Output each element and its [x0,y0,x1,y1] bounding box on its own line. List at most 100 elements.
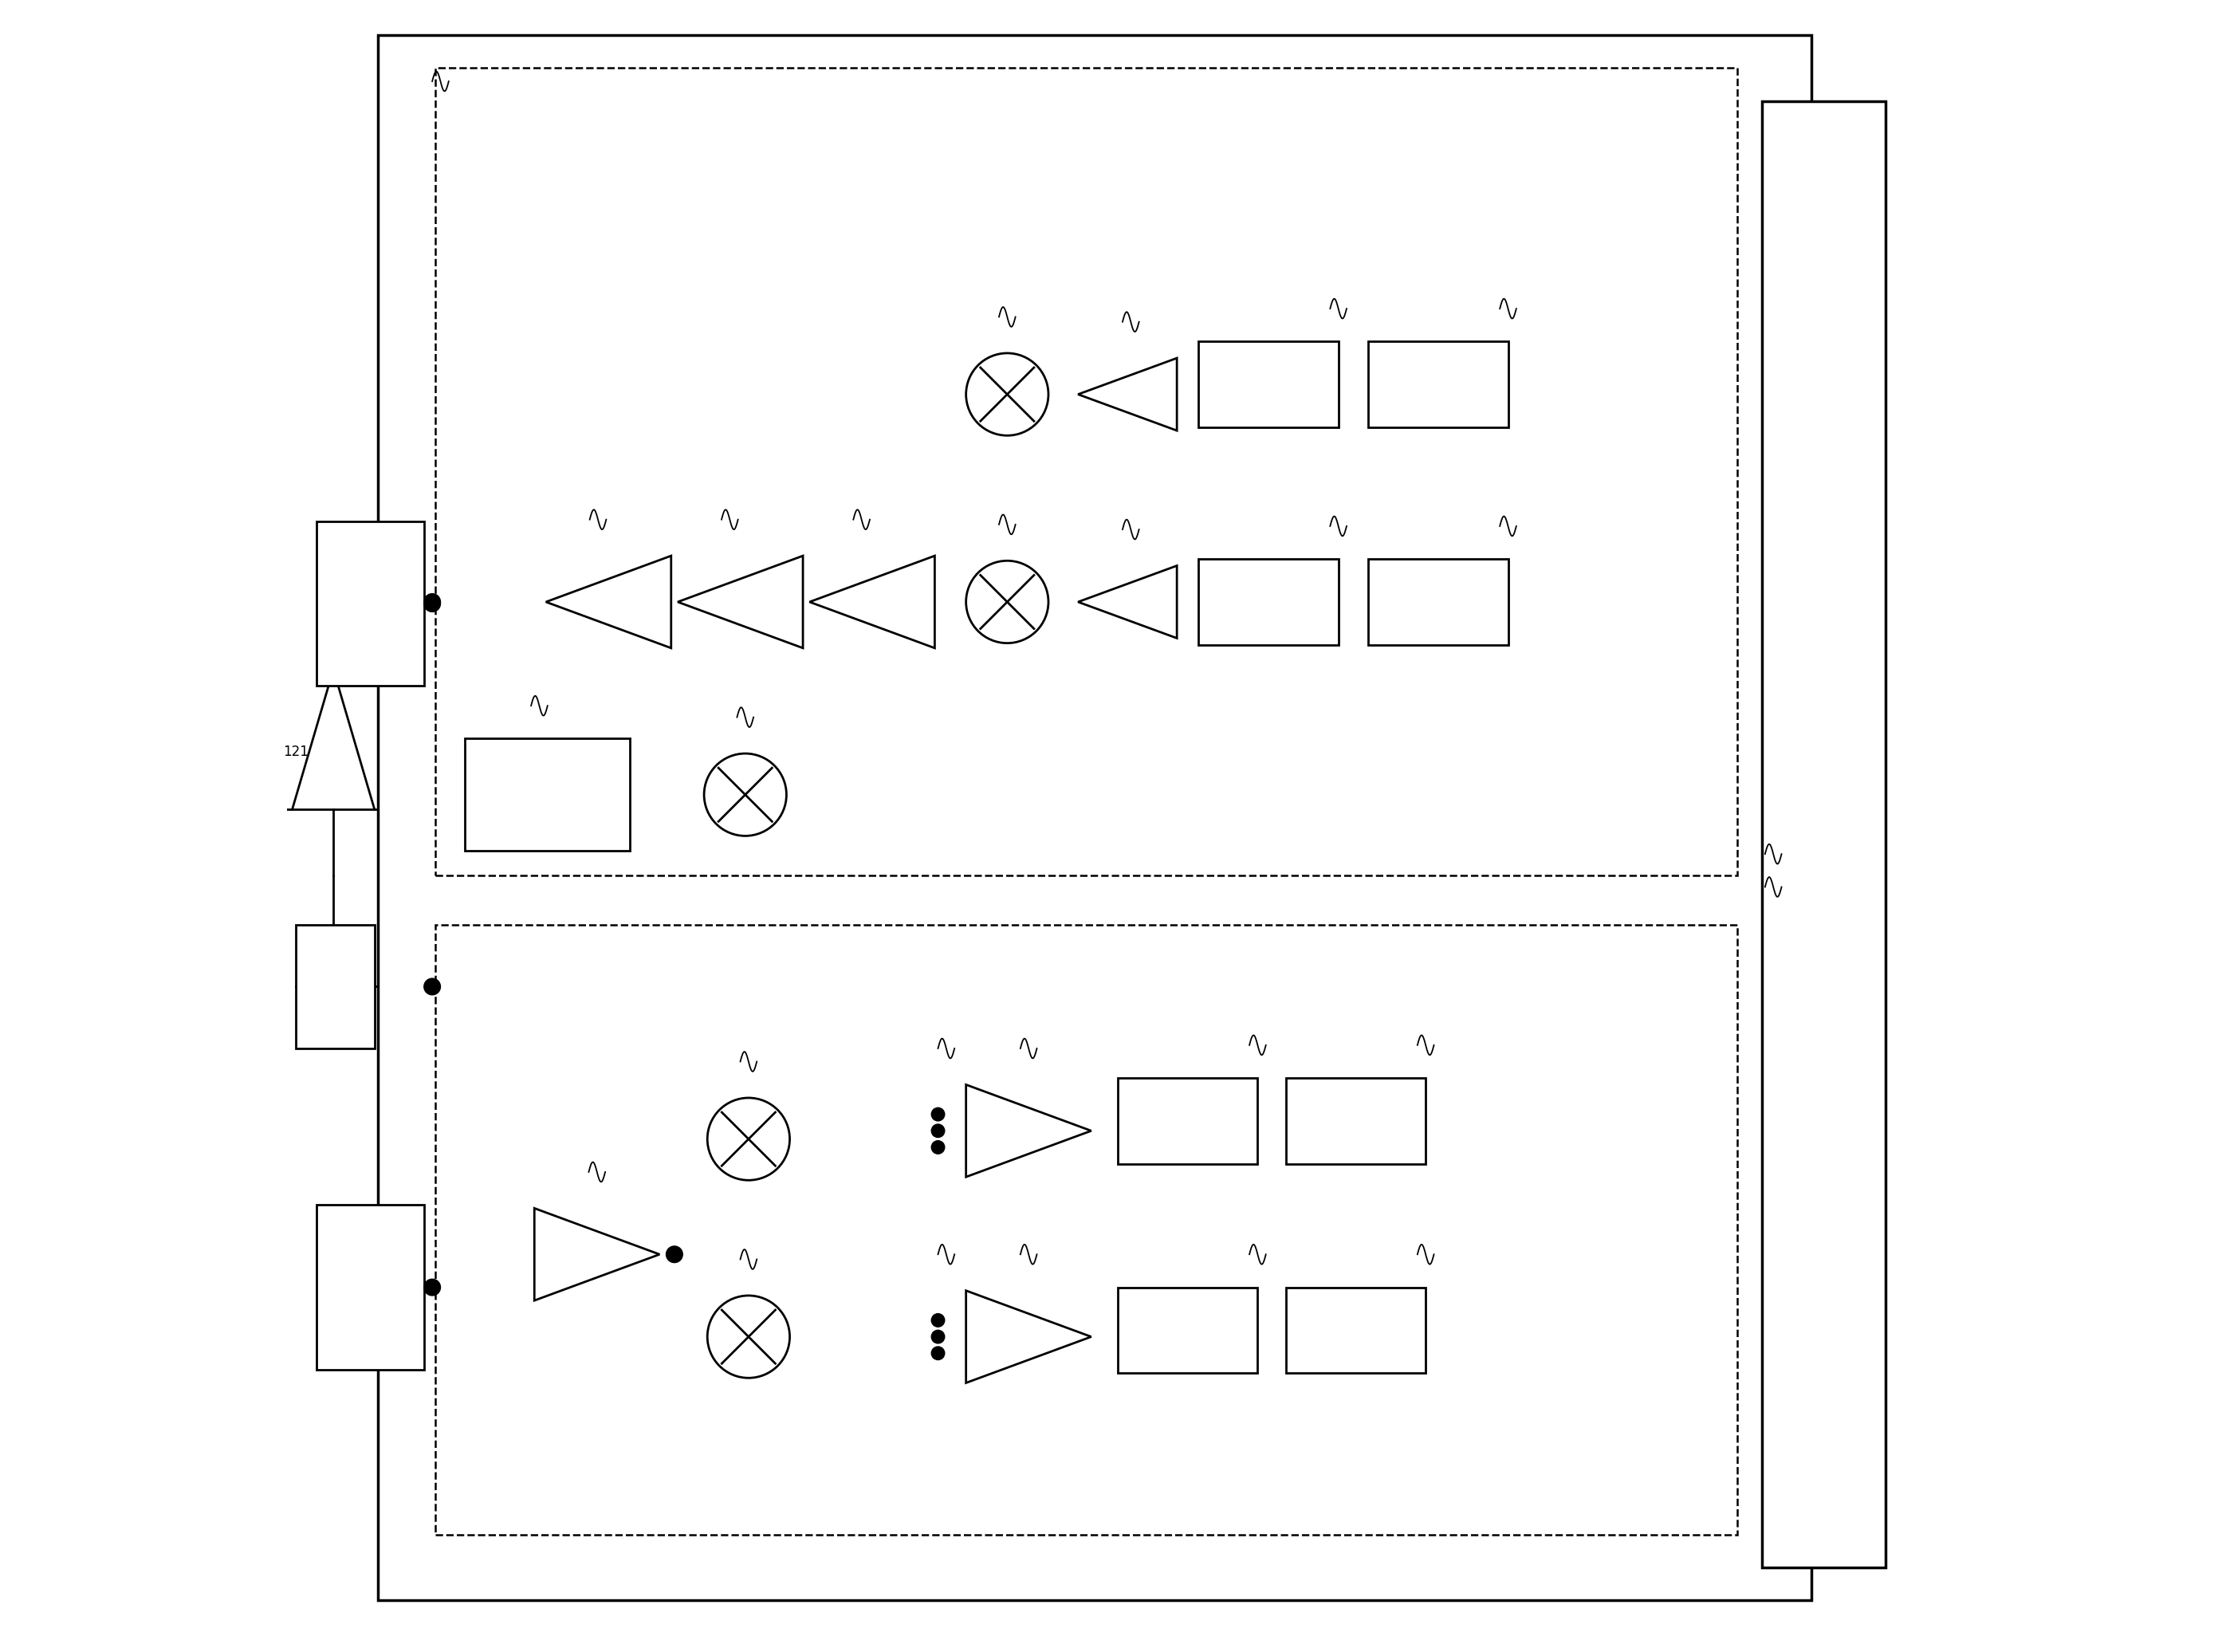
Text: RFLNA: RFLNA [578,1341,618,1353]
Text: 204b: 204b [1344,510,1373,522]
Text: 232a: 232a [1431,1029,1462,1042]
Circle shape [667,1246,682,1262]
Text: I LPF: I LPF [1253,377,1284,392]
Circle shape [931,1140,944,1153]
Bar [1198,558,1338,644]
Text: 124: 124 [440,1132,464,1143]
Text: 208b: 208b [1027,507,1058,519]
Text: 208a: 208a [1013,557,1038,568]
Bar [1118,1079,1258,1163]
Text: 226a: 226a [755,1290,780,1302]
Circle shape [931,1330,944,1343]
Text: 208b: 208b [1013,765,1038,775]
Text: 202b: 202b [1513,510,1544,522]
Circle shape [424,978,440,995]
Text: Q HPVGA: Q HPVGA [1038,1419,1093,1431]
Circle shape [931,1108,944,1122]
Text: 123b: 123b [1786,857,1818,871]
Bar [1369,558,1509,644]
Text: 222: 222 [358,1313,382,1328]
Bar [1287,1079,1427,1163]
Text: LO: LO [724,1282,740,1294]
Text: 202a: 202a [1513,294,1544,306]
Text: LO: LO [724,1464,740,1475]
Circle shape [707,1295,789,1378]
Polygon shape [1078,358,1178,431]
Bar [1198,342,1338,428]
Polygon shape [967,1085,1091,1176]
Text: 121: 121 [282,745,309,758]
Text: Baseband: Baseband [1789,738,1860,753]
Text: PAD: PAD [729,689,753,700]
Bar [1762,101,1884,1568]
Circle shape [931,1125,944,1137]
Text: LO: LO [722,938,738,950]
Text: I HPVGA: I HPVGA [1038,1213,1087,1226]
Bar [318,520,424,686]
Text: I LPF: I LPF [1171,1113,1202,1128]
Text: 230b: 230b [1262,1239,1293,1251]
Text: 232b: 232b [1431,1239,1462,1251]
Text: I DAC: I DAC [1420,377,1455,392]
Circle shape [931,1346,944,1360]
Bar [1369,342,1509,428]
Bar [1287,1287,1427,1373]
Text: 228a: 228a [1042,1031,1073,1044]
Polygon shape [967,1290,1091,1383]
Circle shape [704,753,787,836]
Text: 212: 212 [753,502,775,515]
Text: 224: 224 [611,1155,633,1166]
Text: PA: PA [602,689,615,700]
Circle shape [931,1313,944,1327]
Text: 226a: 226a [769,1044,800,1057]
Bar [464,738,629,851]
Text: 216: 216 [358,629,382,644]
Text: 220: 220 [764,700,789,712]
Text: Q DAC: Q DAC [1418,595,1460,610]
Circle shape [424,1279,440,1295]
Text: Signal
Attenuation: Signal Attenuation [511,781,582,808]
Text: 210: 210 [884,502,909,515]
Text: 214: 214 [622,502,644,515]
Text: 220: 220 [751,947,769,957]
Text: 204a: 204a [1344,294,1373,306]
Bar [1118,1287,1258,1373]
Polygon shape [547,555,671,648]
Text: 234b: 234b [958,1237,989,1249]
Bar [378,35,1811,1601]
Text: RFPGA: RFPGA [851,689,893,700]
Text: 123a: 123a [1786,890,1818,904]
Bar [436,925,1738,1535]
Polygon shape [809,555,935,648]
Text: Q LPF: Q LPF [1249,595,1287,610]
Text: Balun: Balun [351,1256,389,1270]
Text: Balun: Balun [351,572,389,586]
Text: LO: LO [982,547,1000,560]
Text: 240: 240 [1811,960,1838,973]
Circle shape [967,560,1049,643]
Text: 228b: 228b [1042,1237,1073,1249]
Text: I ADC: I ADC [1338,1113,1373,1128]
Text: 206b: 206b [1144,512,1175,524]
Polygon shape [533,1208,660,1300]
Text: 208a: 208a [1027,301,1058,312]
Text: 200: 200 [456,88,482,102]
Circle shape [707,1099,789,1180]
Text: Q LPF: Q LPF [1169,1323,1207,1338]
Text: T/R: T/R [324,980,347,995]
Text: 230a: 230a [1262,1029,1293,1042]
Text: Q gm: Q gm [1144,681,1178,692]
Text: 226b: 226b [755,1472,780,1482]
Text: 226b: 226b [769,1242,800,1254]
Text: Q ADC: Q ADC [1333,1323,1378,1338]
Circle shape [424,595,440,611]
Text: Processor: Processor [1789,843,1858,856]
Text: I gm: I gm [1144,474,1171,486]
Polygon shape [678,555,802,648]
Bar [436,68,1738,876]
Polygon shape [1078,565,1178,638]
Text: LO: LO [982,755,1000,767]
Text: 218: 218 [547,691,571,702]
Circle shape [424,593,440,610]
Bar [296,925,376,1049]
